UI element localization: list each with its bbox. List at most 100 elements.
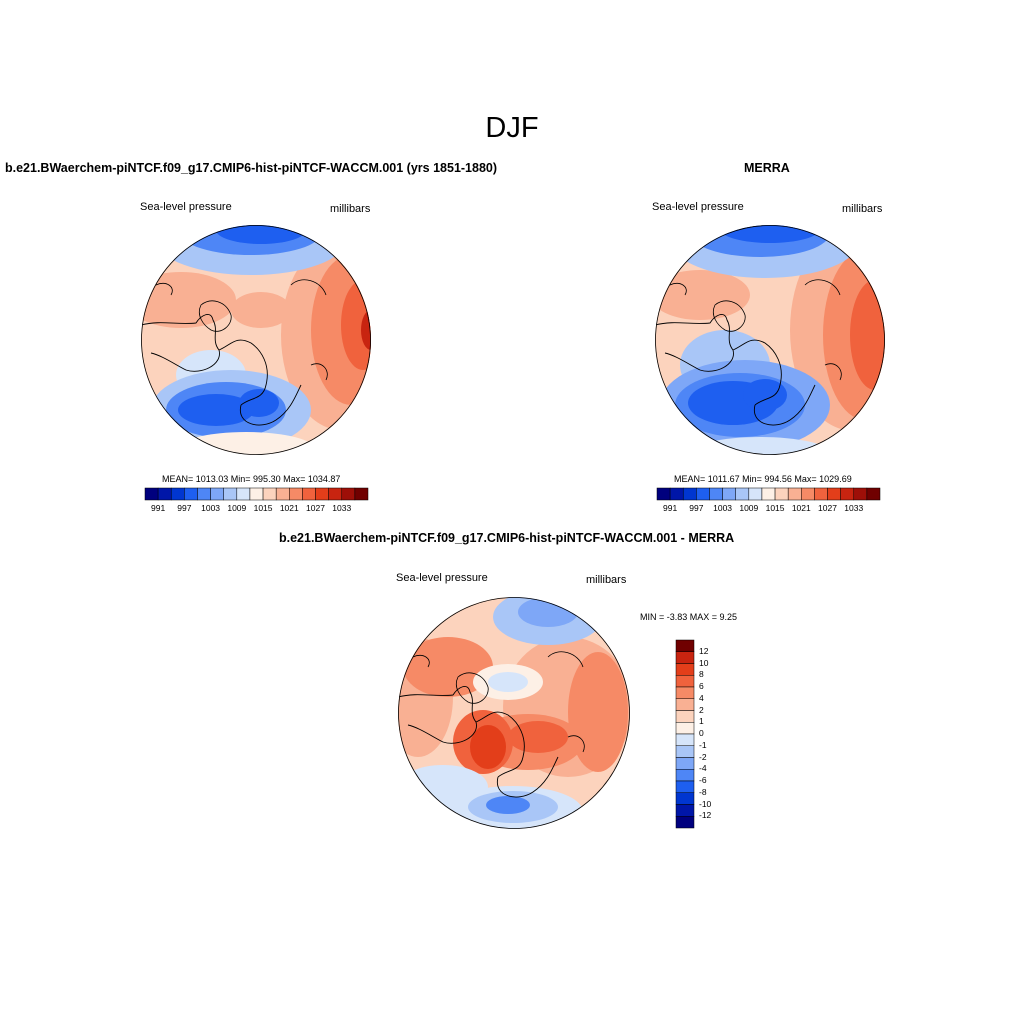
diff-colorbar-swatch xyxy=(675,792,695,805)
diff-colorbar-swatch xyxy=(675,769,695,782)
model-colorbar-tick-label: 1021 xyxy=(279,503,299,513)
diff-colorbar-swatch xyxy=(675,804,695,817)
model-colorbar-tick-label: 997 xyxy=(177,503,192,513)
model-units-label: millibars xyxy=(330,203,371,215)
obs-units-label: millibars xyxy=(842,203,883,215)
diff-colorbar-swatch xyxy=(675,816,695,829)
obs-colorbar-swatch xyxy=(814,487,828,501)
diff-colorbar-tick-label: 4 xyxy=(699,692,704,703)
model-colorbar-tick-label: 991 xyxy=(151,503,166,513)
diff-colorbar-tick-label: -4 xyxy=(699,763,707,774)
obs-colorbar-ticks: 991 997 1003 1009 1015 1021 1027 1033 xyxy=(657,503,880,515)
model-colorbar-tick-label: 1027 xyxy=(306,503,325,513)
model-colorbar-swatch xyxy=(302,487,316,501)
model-colorbar-swatch xyxy=(210,487,224,501)
obs-panel-title: MERRA xyxy=(744,161,790,175)
obs-colorbar-swatch xyxy=(840,487,855,501)
model-colorbar-swatch xyxy=(170,487,185,501)
obs-colorbar-swatch xyxy=(748,487,763,501)
diff-panel-title: b.e21.BWaerchem-piNTCF.f09_g17.CMIP6-his… xyxy=(279,531,735,545)
obs-colorbar-tick-label: 1009 xyxy=(739,503,759,513)
model-colorbar-swatch xyxy=(354,487,369,501)
model-colorbar-ticks: 991 997 1003 1009 1015 1021 1027 1033 xyxy=(145,503,368,515)
obs-colorbar-swatch xyxy=(696,487,710,501)
model-colorbar-swatch xyxy=(144,487,159,501)
diff-colorbar-swatch xyxy=(675,686,695,699)
obs-colorbar-tick-label: 1027 xyxy=(818,503,837,513)
obs-variable-label: Sea-level pressure xyxy=(652,201,744,213)
model-colorbar-swatch xyxy=(275,487,290,501)
model-colorbar-swatch xyxy=(157,487,172,501)
obs-colorbar-swatch xyxy=(656,487,671,501)
diff-colorbar-swatch xyxy=(675,651,695,664)
model-colorbar-swatch xyxy=(184,487,198,501)
diff-stats: MIN = -3.83 MAX = 9.25 xyxy=(640,612,738,622)
obs-colorbar-swatch xyxy=(735,487,750,501)
diff-colorbar-tick-label: 0 xyxy=(699,728,704,738)
obs-colorbar-swatch xyxy=(774,487,789,501)
model-variable-label: Sea-level pressure xyxy=(140,201,232,213)
model-colorbar-tick-label: 1033 xyxy=(332,503,352,513)
diff-colorbar-tick-label: -10 xyxy=(699,798,712,809)
diff-colorbar-tick-label: 1 xyxy=(699,716,704,727)
obs-colorbar-tick-label: 1033 xyxy=(844,503,864,513)
diff-colorbar-swatch xyxy=(675,745,695,758)
model-colorbar-tick-label: 1003 xyxy=(201,503,221,513)
model-panel-title: b.e21.BWaerchem-piNTCF.f09_g17.CMIP6-his… xyxy=(5,161,498,175)
model-colorbar-tick-label: 1015 xyxy=(253,503,273,513)
obs-colorbar-swatch xyxy=(682,487,697,501)
model-colorbar-swatch xyxy=(328,487,343,501)
obs-colorbar-swatch xyxy=(853,487,868,501)
model-colorbar-swatch xyxy=(236,487,251,501)
model-colorbar-swatch xyxy=(315,487,329,501)
diff-colorbar-swatch xyxy=(675,663,695,676)
diff-colorbar-swatch xyxy=(675,780,695,793)
model-colorbar-swatch xyxy=(289,487,303,501)
obs-stats: MEAN= 1011.67 Min= 994.56 Max= 1029.69 xyxy=(674,474,852,484)
diff-colorbar-tick-label: 10 xyxy=(699,657,709,668)
obs-colorbar-tick-label: 1015 xyxy=(765,503,785,513)
diff-colorbar-swatch xyxy=(675,639,695,652)
obs-colorbar-swatch xyxy=(787,487,802,501)
model-polar-map xyxy=(141,225,371,455)
diff-variable-label: Sea-level pressure xyxy=(396,572,488,584)
model-colorbar-swatch xyxy=(223,487,238,501)
model-colorbar-swatch xyxy=(249,487,264,501)
obs-colorbar-tick-label: 1003 xyxy=(713,503,733,513)
diff-colorbar-tick-label: 8 xyxy=(699,669,704,680)
main-title: DJF xyxy=(485,112,539,144)
model-colorbar-swatch xyxy=(197,487,211,501)
diff-colorbar-swatch xyxy=(675,698,695,711)
model-colorbar-tick-label: 1009 xyxy=(227,503,247,513)
diff-colorbar-tick-label: -12 xyxy=(699,810,712,821)
obs-colorbar-tick-label: 991 xyxy=(663,503,678,513)
diff-polar-map xyxy=(398,597,630,829)
obs-colorbar-swatch xyxy=(722,487,736,501)
obs-colorbar-swatch xyxy=(827,487,841,501)
diff-colorbar-tick-label: -2 xyxy=(699,751,707,762)
diff-colorbar-swatch xyxy=(675,757,695,770)
diff-colorbar-tick-label: 12 xyxy=(699,645,709,656)
model-stats: MEAN= 1013.03 Min= 995.30 Max= 1034.87 xyxy=(162,474,341,484)
diff-colorbar xyxy=(675,639,695,829)
diff-colorbar-swatch xyxy=(675,733,695,746)
diff-colorbar-swatch xyxy=(675,722,695,735)
obs-polar-map xyxy=(655,225,885,455)
model-colorbar-swatch xyxy=(341,487,356,501)
obs-colorbar xyxy=(656,487,881,501)
diff-colorbar-swatch xyxy=(675,675,695,688)
diff-colorbar-tick-label: -6 xyxy=(699,775,707,785)
obs-colorbar-swatch xyxy=(669,487,684,501)
diff-colorbar-swatch xyxy=(675,710,695,723)
obs-colorbar-swatch xyxy=(709,487,723,501)
model-colorbar xyxy=(144,487,369,501)
model-colorbar-swatch xyxy=(262,487,277,501)
diff-units-label: millibars xyxy=(586,574,627,586)
diff-colorbar-tick-label: -1 xyxy=(699,739,707,750)
diff-colorbar-tick-label: 2 xyxy=(699,704,704,715)
diff-colorbar-ticks: 12 10 8 6 4 2 1 0 -1 -2 -4 -6 -8 -10 -12 xyxy=(699,640,729,828)
diff-colorbar-tick-label: -8 xyxy=(699,786,707,797)
obs-colorbar-swatch xyxy=(761,487,776,501)
obs-colorbar-swatch xyxy=(866,487,881,501)
diff-colorbar-tick-label: 6 xyxy=(699,681,704,691)
